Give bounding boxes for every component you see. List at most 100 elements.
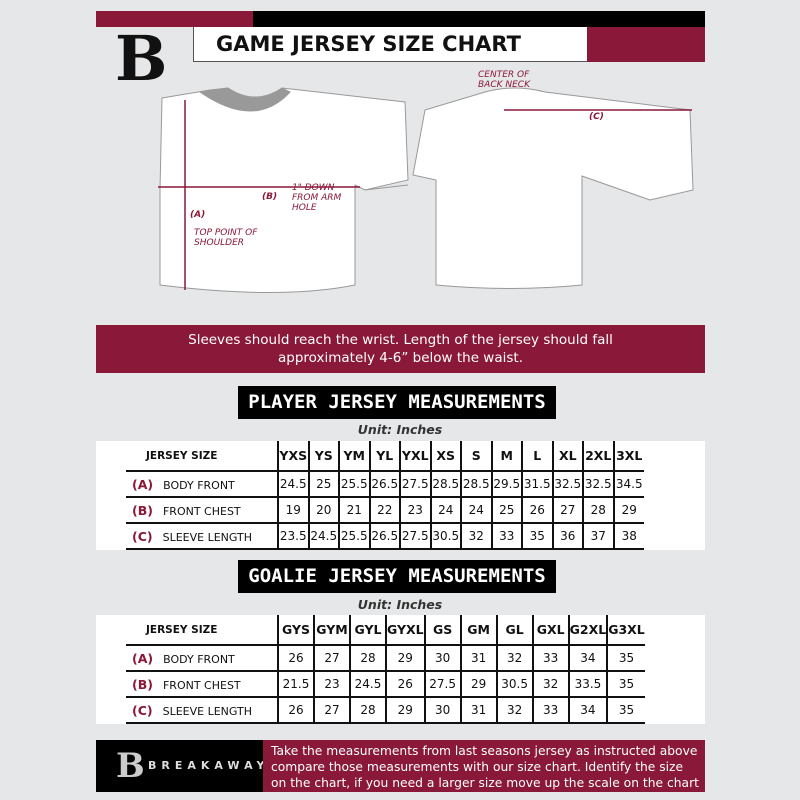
table-row: (C) SLEEVE LENGTH 23.5 24.5 25.5 26.5 27.5 30.5… [126,523,644,550]
row-name: BODY FRONT [163,652,235,666]
table-row: (B) FRONT CHEST 19 20 21 22 23 24 24 25 26 27 28 29 [126,497,644,524]
player-unit: Unit: Inches [357,422,443,437]
size-header: YM [339,441,371,472]
page-title: GAME JERSEY SIZE CHART [193,27,587,62]
label-c: (C) [589,112,604,122]
measurement-cell: 32 [496,697,534,724]
row-code: (A) [132,650,154,666]
row-name: BODY FRONT [163,478,235,492]
size-header: YXS [278,441,310,472]
measurement-cell: 35 [522,523,554,550]
measurement-cell: 38 [613,523,644,550]
table-row: (B) FRONT CHEST 21.5 23 24.5 26 27.5 29 30.5 32 33… [126,671,645,698]
size-header: 3XL [613,441,644,472]
measurement-cell: 31.5 [522,471,554,498]
measurement-cell: 33 [532,645,570,672]
measurement-cell: 35 [607,697,645,724]
row-name: FRONT CHEST [162,678,241,692]
jersey-diagram [158,87,694,293]
size-header: GS [424,615,462,646]
measurement-cell: 28 [350,645,387,672]
size-header: L [522,441,554,472]
measurement-cell: 36 [552,523,584,550]
size-header: GL [496,615,534,646]
size-header: XL [552,441,584,472]
table-row: (A) BODY FRONT 26 27 28 29 30 31 32 33 34 35 [126,645,645,672]
measurement-cell: 29 [613,497,644,524]
banner-line: approximately 4-6” below the waist. [278,350,523,366]
measurement-cell: 24.5 [278,471,310,498]
measurement-cell: 26.5 [369,523,401,550]
measurement-cell: 32.5 [552,471,584,498]
measurement-cell: 31 [460,645,498,672]
size-header: GYM [314,615,351,646]
measurement-cell: 28.5 [461,471,493,498]
banner-line: Sleeves should reach the wrist. Length o… [188,332,613,348]
row-label: (B) FRONT CHEST [126,671,279,698]
measurement-cell: 34 [568,697,609,724]
table-row: (C) SLEEVE LENGTH 26 27 28 29 30 31 32 33 34 35 [126,697,645,724]
measurement-cell: 24 [430,497,462,524]
row-label: (C) SLEEVE LENGTH [126,523,279,550]
measurement-cell: 29.5 [491,471,523,498]
measurement-cell: 30 [424,697,462,724]
measurement-cell: 26.5 [369,471,401,498]
goalie-heading: GOALIE JERSEY MEASUREMENTS [238,560,556,593]
footer-logo: B [116,746,145,786]
breakaway-logo: B [115,22,168,95]
measurement-cell: 24 [461,497,493,524]
measurement-cell: 29 [386,645,426,672]
measurement-cell: 26 [278,645,315,672]
measurement-cell: 25.5 [339,523,371,550]
measurement-cell: 26 [522,497,554,524]
size-label: JERSEY SIZE [126,615,279,646]
row-code: (C) [132,528,153,544]
note-b: 1" DOWN FROM ARM HOLE [292,183,342,213]
row-code: (B) [132,502,153,518]
size-header-row: JERSEY SIZE GYS GYM GYL GYXL GS GM GL GXL G2XL G3X… [126,615,645,646]
measurement-cell: 33 [491,523,523,550]
size-header: G3XL [607,615,645,646]
row-name: FRONT CHEST [162,504,241,518]
measurement-cell: 33 [532,697,570,724]
measurement-cell: 25 [491,497,523,524]
front-jersey-icon [159,87,409,293]
size-header: 2XL [583,441,615,472]
size-label: JERSEY SIZE [126,441,279,472]
measurement-cell: 26 [386,671,426,698]
measurement-cell: 28 [350,697,387,724]
size-header: GYS [278,615,315,646]
measurement-cell: 34 [568,645,609,672]
measurement-cell: 27.5 [400,471,432,498]
measurement-cell: 27 [552,497,584,524]
measurement-cell: 27.5 [424,671,462,698]
measurement-cell: 28.5 [430,471,462,498]
measurement-cell: 22 [369,497,401,524]
size-header: YS [308,441,340,472]
size-header: XS [430,441,462,472]
goalie-table-wrap: JERSEY SIZE GYS GYM GYL GYXL GS GM GL GXL G2XL G3X… [96,615,705,724]
top-accent-bar [96,11,253,27]
row-name: SLEEVE LENGTH [162,704,253,718]
measurement-cell: 32 [496,645,534,672]
measurement-cell: 35 [607,645,645,672]
size-header: GYXL [386,615,426,646]
player-table-wrap: JERSEY SIZE YXS YS YM YL YXL XS S M L XL 2XL 3XL (A) B… [96,441,705,550]
size-header: S [461,441,493,472]
measurement-cell: 24.5 [350,671,387,698]
table-row: (A) BODY FRONT 24.5 25 25.5 26.5 27.5 28.5 28.5 2… [126,471,644,498]
row-code: (A) [132,476,154,492]
measurement-cell: 27.5 [400,523,432,550]
size-header: YL [369,441,401,472]
note-a: TOP POINT OF SHOULDER [194,228,258,248]
footer-line: Take the measurements from last seasons … [271,744,698,758]
measurement-cell: 23 [400,497,432,524]
footer-line: compare those measurements with our size… [271,760,684,774]
size-header: GXL [532,615,570,646]
measurement-cell: 27 [314,697,351,724]
measurement-cell: 29 [386,697,426,724]
size-header-row: JERSEY SIZE YXS YS YM YL YXL XS S M L XL 2XL 3XL [126,441,644,472]
measurement-cell: 28 [583,497,615,524]
size-header: YXL [400,441,432,472]
title-accent-block [587,27,705,62]
